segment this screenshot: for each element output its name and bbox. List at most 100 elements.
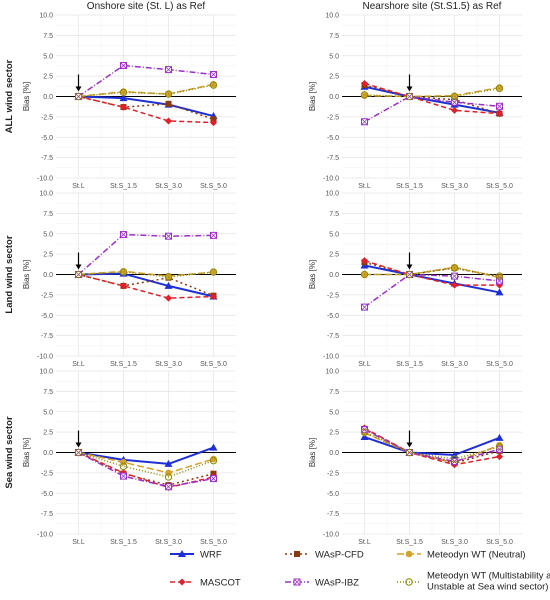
- legend-item-meteodyn-wt-multistability-at-all-wind-sector-unstable-at-sea-wind-sector: Meteodyn WT (Multistability at ALL wind …: [397, 571, 550, 593]
- data-point-marker: [361, 118, 368, 126]
- y-tick-label: -7.5: [41, 511, 53, 518]
- y-axis-label: Bias [%]: [22, 438, 31, 467]
- y-tick-label: -5.0: [327, 313, 339, 320]
- data-point-marker: [120, 282, 127, 290]
- data-point-marker: [74, 92, 83, 101]
- y-tick-label: 10.0: [39, 13, 53, 20]
- y-tick-label: -2.5: [327, 470, 339, 477]
- y-tick-label: 5.0: [329, 231, 339, 238]
- y-tick-label: 2.5: [329, 252, 339, 259]
- y-tick-label: -2.5: [41, 292, 53, 299]
- series-meteodyn-wt-multistability-at-all-wind-sector-unstable-at-sea-wind-sector: [74, 81, 218, 101]
- legend-item-wasp-cfd: WAsP-CFD: [285, 550, 364, 561]
- data-point-marker: [495, 433, 504, 441]
- row-title-2: Sea wind sector: [4, 416, 15, 489]
- x-tick-label: St.S_3.0: [155, 183, 182, 190]
- x-tick-label: St.L: [358, 183, 371, 190]
- y-tick-label: 2.5: [329, 430, 339, 437]
- y-tick-label: -10.0: [323, 354, 339, 361]
- x-tick-label: St.L: [72, 539, 85, 546]
- series-line: [78, 83, 214, 98]
- y-tick-label: 10.0: [325, 13, 339, 20]
- series-line: [78, 446, 214, 465]
- series-line: [364, 273, 500, 308]
- y-tick-label: 5.0: [329, 53, 339, 60]
- data-point-marker: [210, 475, 217, 483]
- data-point-marker: [164, 90, 173, 98]
- y-tick-label: 5.0: [43, 231, 53, 238]
- y-tick-label: -7.5: [41, 155, 53, 162]
- data-point-marker: [496, 110, 503, 118]
- y-tick-label: 7.5: [329, 211, 339, 218]
- data-point-marker: [209, 81, 218, 89]
- data-point-marker: [164, 273, 173, 281]
- data-point-marker: [120, 103, 127, 111]
- data-point-marker: [120, 472, 127, 480]
- data-point-marker: [450, 455, 459, 463]
- x-tick-label: St.S_3.0: [441, 361, 468, 368]
- data-point-marker: [209, 268, 218, 276]
- data-point-marker: [360, 428, 369, 436]
- y-tick-label: 10.0: [325, 191, 339, 198]
- y-tick-label: 10.0: [39, 191, 53, 198]
- series-line: [78, 95, 214, 118]
- legend-item-wrf: WRF: [170, 550, 222, 561]
- data-point-marker: [165, 232, 172, 240]
- x-tick-label: St.S_1.5: [110, 183, 137, 190]
- series-line: [364, 95, 500, 123]
- y-tick-label: 0.0: [43, 94, 53, 101]
- x-tick-label: St.S_5.0: [200, 361, 227, 368]
- row-title-1: Land wind sector: [4, 235, 15, 313]
- x-tick-label: St.S_1.5: [396, 361, 423, 368]
- series-line: [78, 233, 214, 276]
- legend-item-meteodyn-wt-neutral: Meteodyn WT (Neutral): [397, 550, 526, 561]
- y-tick-label: -10.0: [323, 532, 339, 539]
- series-line: [78, 451, 214, 488]
- series-meteodyn-wt-multistability-at-all-wind-sector-unstable-at-sea-wind-sector: [360, 428, 504, 463]
- y-tick-label: -2.5: [327, 292, 339, 299]
- data-point-marker: [495, 84, 504, 93]
- data-point-marker: [361, 79, 368, 87]
- data-point-marker: [210, 293, 217, 301]
- x-tick-label: St.L: [72, 361, 85, 368]
- reference-arrow: [75, 430, 82, 448]
- reference-arrow: [75, 74, 82, 92]
- x-tick-label: St.S_1.5: [396, 183, 423, 190]
- reference-arrow: [406, 252, 413, 270]
- series-line: [78, 273, 214, 299]
- data-point-marker: [405, 270, 414, 279]
- y-tick-label: 0.0: [43, 272, 53, 279]
- y-tick-label: 0.0: [329, 450, 339, 457]
- series-line: [364, 429, 500, 463]
- y-tick-label: -5.0: [327, 135, 339, 142]
- y-tick-label: 7.5: [329, 33, 339, 40]
- data-point-marker: [451, 106, 458, 114]
- y-tick-label: -5.0: [41, 135, 53, 142]
- data-point-marker: [165, 100, 172, 107]
- y-tick-label: 2.5: [43, 252, 53, 259]
- series-line: [78, 451, 214, 489]
- series-line: [78, 95, 214, 124]
- y-tick-label: 5.0: [43, 53, 53, 60]
- data-point-marker: [209, 443, 218, 451]
- data-point-marker: [119, 268, 128, 276]
- y-tick-label: -7.5: [327, 333, 339, 340]
- data-point-marker: [210, 119, 217, 127]
- y-tick-label: 5.0: [329, 409, 339, 416]
- y-tick-label: 7.5: [329, 389, 339, 396]
- x-tick-label: St.S_1.5: [110, 539, 137, 546]
- data-point-marker: [120, 231, 127, 239]
- data-point-marker: [451, 272, 458, 280]
- data-point-marker: [496, 102, 503, 110]
- y-tick-label: -10.0: [37, 354, 53, 361]
- data-point-marker: [450, 92, 459, 101]
- data-point-marker: [496, 453, 503, 461]
- series-line: [78, 64, 214, 98]
- legend-label: WRF: [200, 550, 222, 561]
- panel-r1-c0: 10.0 7.5 5.0 2.5 0.0 -2.5 -5.0 -7.5 -10.0 St.L St.…: [22, 191, 236, 368]
- series-line: [364, 86, 500, 98]
- data-point-marker: [119, 94, 128, 102]
- data-point-marker: [165, 294, 172, 302]
- x-tick-label: St.S_5.0: [486, 183, 513, 190]
- data-point-marker: [164, 459, 173, 467]
